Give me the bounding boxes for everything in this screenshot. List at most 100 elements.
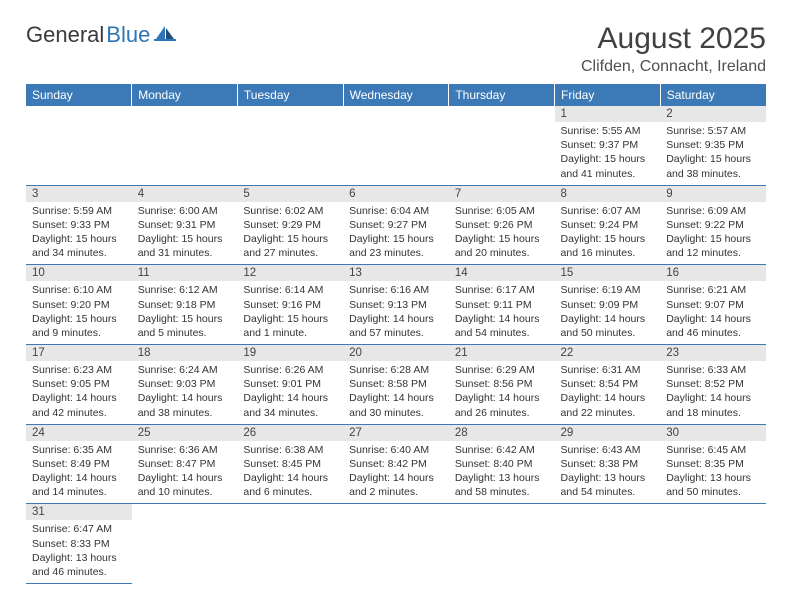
calendar-day-cell: 30Sunrise: 6:45 AMSunset: 8:35 PMDayligh… — [660, 424, 766, 504]
day-data: Sunrise: 6:45 AMSunset: 8:35 PMDaylight:… — [660, 441, 766, 504]
calendar-day-cell: 1Sunrise: 5:55 AMSunset: 9:37 PMDaylight… — [555, 106, 661, 185]
day-data: Sunrise: 6:28 AMSunset: 8:58 PMDaylight:… — [343, 361, 449, 424]
calendar-day-cell: 21Sunrise: 6:29 AMSunset: 8:56 PMDayligh… — [449, 345, 555, 425]
sail-icon — [154, 22, 176, 48]
calendar-day-cell: 27Sunrise: 6:40 AMSunset: 8:42 PMDayligh… — [343, 424, 449, 504]
calendar-day-cell — [237, 106, 343, 185]
weekday-header: Tuesday — [237, 84, 343, 106]
day-number: 30 — [660, 425, 766, 441]
calendar-day-cell: 16Sunrise: 6:21 AMSunset: 9:07 PMDayligh… — [660, 265, 766, 345]
weekday-header: Monday — [132, 84, 238, 106]
calendar-day-cell: 18Sunrise: 6:24 AMSunset: 9:03 PMDayligh… — [132, 345, 238, 425]
day-number: 18 — [132, 345, 238, 361]
day-data: Sunrise: 6:35 AMSunset: 8:49 PMDaylight:… — [26, 441, 132, 504]
calendar-day-cell: 10Sunrise: 6:10 AMSunset: 9:20 PMDayligh… — [26, 265, 132, 345]
weekday-header-row: SundayMondayTuesdayWednesdayThursdayFrid… — [26, 84, 766, 106]
day-number: 9 — [660, 186, 766, 202]
calendar-day-cell: 9Sunrise: 6:09 AMSunset: 9:22 PMDaylight… — [660, 185, 766, 265]
calendar-day-cell: 11Sunrise: 6:12 AMSunset: 9:18 PMDayligh… — [132, 265, 238, 345]
day-number: 13 — [343, 265, 449, 281]
weekday-header: Wednesday — [343, 84, 449, 106]
day-data: Sunrise: 6:19 AMSunset: 9:09 PMDaylight:… — [555, 281, 661, 344]
weekday-header: Friday — [555, 84, 661, 106]
day-number: 16 — [660, 265, 766, 281]
logo-text-1: General — [26, 22, 104, 48]
calendar-day-cell: 23Sunrise: 6:33 AMSunset: 8:52 PMDayligh… — [660, 345, 766, 425]
day-data: Sunrise: 6:07 AMSunset: 9:24 PMDaylight:… — [555, 202, 661, 265]
day-number: 6 — [343, 186, 449, 202]
day-data: Sunrise: 5:59 AMSunset: 9:33 PMDaylight:… — [26, 202, 132, 265]
calendar-day-cell — [449, 106, 555, 185]
day-data: Sunrise: 6:31 AMSunset: 8:54 PMDaylight:… — [555, 361, 661, 424]
calendar-day-cell — [237, 504, 343, 584]
calendar-day-cell: 28Sunrise: 6:42 AMSunset: 8:40 PMDayligh… — [449, 424, 555, 504]
day-data: Sunrise: 6:26 AMSunset: 9:01 PMDaylight:… — [237, 361, 343, 424]
day-data: Sunrise: 6:14 AMSunset: 9:16 PMDaylight:… — [237, 281, 343, 344]
day-number: 31 — [26, 504, 132, 520]
day-number: 22 — [555, 345, 661, 361]
day-data: Sunrise: 6:40 AMSunset: 8:42 PMDaylight:… — [343, 441, 449, 504]
calendar-day-cell — [26, 106, 132, 185]
day-data: Sunrise: 6:29 AMSunset: 8:56 PMDaylight:… — [449, 361, 555, 424]
calendar-table: SundayMondayTuesdayWednesdayThursdayFrid… — [26, 84, 766, 584]
day-number: 2 — [660, 106, 766, 122]
calendar-day-cell: 13Sunrise: 6:16 AMSunset: 9:13 PMDayligh… — [343, 265, 449, 345]
day-number: 1 — [555, 106, 661, 122]
day-data: Sunrise: 6:05 AMSunset: 9:26 PMDaylight:… — [449, 202, 555, 265]
calendar-day-cell: 14Sunrise: 6:17 AMSunset: 9:11 PMDayligh… — [449, 265, 555, 345]
calendar-day-cell: 17Sunrise: 6:23 AMSunset: 9:05 PMDayligh… — [26, 345, 132, 425]
day-data: Sunrise: 6:42 AMSunset: 8:40 PMDaylight:… — [449, 441, 555, 504]
day-number: 27 — [343, 425, 449, 441]
calendar-week-row: 1Sunrise: 5:55 AMSunset: 9:37 PMDaylight… — [26, 106, 766, 185]
day-data: Sunrise: 5:55 AMSunset: 9:37 PMDaylight:… — [555, 122, 661, 185]
day-data: Sunrise: 6:12 AMSunset: 9:18 PMDaylight:… — [132, 281, 238, 344]
calendar-day-cell: 6Sunrise: 6:04 AMSunset: 9:27 PMDaylight… — [343, 185, 449, 265]
day-data: Sunrise: 6:10 AMSunset: 9:20 PMDaylight:… — [26, 281, 132, 344]
calendar-day-cell: 12Sunrise: 6:14 AMSunset: 9:16 PMDayligh… — [237, 265, 343, 345]
day-number: 25 — [132, 425, 238, 441]
day-number: 15 — [555, 265, 661, 281]
day-number: 8 — [555, 186, 661, 202]
day-data: Sunrise: 6:43 AMSunset: 8:38 PMDaylight:… — [555, 441, 661, 504]
location-text: Clifden, Connacht, Ireland — [581, 58, 766, 76]
day-data: Sunrise: 6:02 AMSunset: 9:29 PMDaylight:… — [237, 202, 343, 265]
day-data: Sunrise: 6:21 AMSunset: 9:07 PMDaylight:… — [660, 281, 766, 344]
day-number: 12 — [237, 265, 343, 281]
day-data: Sunrise: 6:00 AMSunset: 9:31 PMDaylight:… — [132, 202, 238, 265]
calendar-day-cell: 24Sunrise: 6:35 AMSunset: 8:49 PMDayligh… — [26, 424, 132, 504]
calendar-week-row: 17Sunrise: 6:23 AMSunset: 9:05 PMDayligh… — [26, 345, 766, 425]
weekday-header: Sunday — [26, 84, 132, 106]
day-data: Sunrise: 6:09 AMSunset: 9:22 PMDaylight:… — [660, 202, 766, 265]
calendar-day-cell: 25Sunrise: 6:36 AMSunset: 8:47 PMDayligh… — [132, 424, 238, 504]
day-data: Sunrise: 6:16 AMSunset: 9:13 PMDaylight:… — [343, 281, 449, 344]
header: GeneralBlue August 2025 Clifden, Connach… — [26, 22, 766, 76]
calendar-day-cell — [132, 504, 238, 584]
day-data: Sunrise: 5:57 AMSunset: 9:35 PMDaylight:… — [660, 122, 766, 185]
day-data: Sunrise: 6:24 AMSunset: 9:03 PMDaylight:… — [132, 361, 238, 424]
calendar-week-row: 10Sunrise: 6:10 AMSunset: 9:20 PMDayligh… — [26, 265, 766, 345]
day-number: 14 — [449, 265, 555, 281]
weekday-header: Thursday — [449, 84, 555, 106]
weekday-header: Saturday — [660, 84, 766, 106]
logo: GeneralBlue — [26, 22, 176, 48]
calendar-day-cell: 3Sunrise: 5:59 AMSunset: 9:33 PMDaylight… — [26, 185, 132, 265]
day-number: 19 — [237, 345, 343, 361]
day-number: 26 — [237, 425, 343, 441]
day-number: 29 — [555, 425, 661, 441]
day-data: Sunrise: 6:17 AMSunset: 9:11 PMDaylight:… — [449, 281, 555, 344]
day-data: Sunrise: 6:36 AMSunset: 8:47 PMDaylight:… — [132, 441, 238, 504]
calendar-day-cell — [132, 106, 238, 185]
calendar-day-cell: 29Sunrise: 6:43 AMSunset: 8:38 PMDayligh… — [555, 424, 661, 504]
day-number: 3 — [26, 186, 132, 202]
day-data: Sunrise: 6:38 AMSunset: 8:45 PMDaylight:… — [237, 441, 343, 504]
day-number: 17 — [26, 345, 132, 361]
calendar-day-cell: 8Sunrise: 6:07 AMSunset: 9:24 PMDaylight… — [555, 185, 661, 265]
month-title: August 2025 — [581, 22, 766, 56]
calendar-day-cell: 5Sunrise: 6:02 AMSunset: 9:29 PMDaylight… — [237, 185, 343, 265]
day-number: 23 — [660, 345, 766, 361]
day-data: Sunrise: 6:04 AMSunset: 9:27 PMDaylight:… — [343, 202, 449, 265]
calendar-day-cell: 22Sunrise: 6:31 AMSunset: 8:54 PMDayligh… — [555, 345, 661, 425]
calendar-day-cell — [555, 504, 661, 584]
day-data: Sunrise: 6:47 AMSunset: 8:33 PMDaylight:… — [26, 520, 132, 583]
day-number: 21 — [449, 345, 555, 361]
